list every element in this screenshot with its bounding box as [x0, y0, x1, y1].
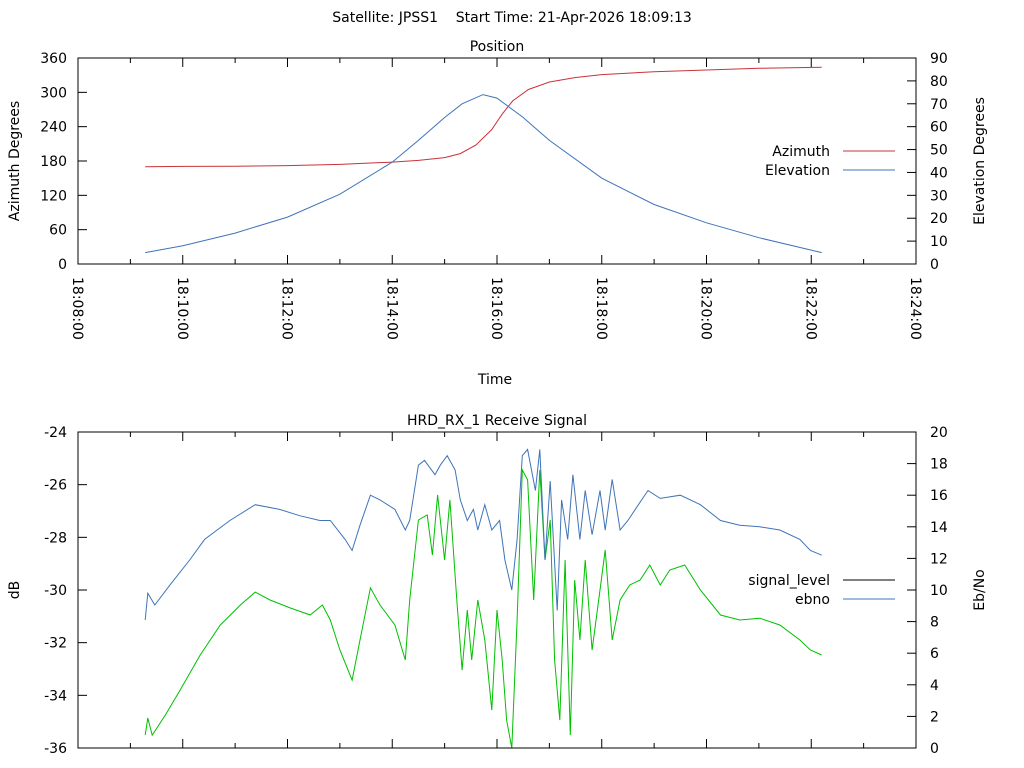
- position-plot: Position 18:08:00 18:10:00 18:12:00 18:14:00…: [7, 39, 988, 388]
- plot-frame: [77, 57, 917, 265]
- y2-tick-label: 80: [930, 74, 948, 90]
- x-tick-label: 18:10:00: [174, 277, 190, 340]
- y-tick-label: 240: [40, 120, 67, 136]
- x-tick-label: 18:22:00: [802, 277, 818, 340]
- legend-label: Elevation: [765, 163, 830, 179]
- x-tick-label: 18:08:00: [69, 277, 85, 340]
- y-axis-label: Azimuth Degrees: [7, 101, 23, 221]
- x-tick-label: 18:14:00: [383, 277, 399, 340]
- x-tick-label: 18:24:00: [907, 277, 923, 340]
- y2-tick-label: 14: [930, 520, 948, 536]
- y2-tick-label: 10: [930, 583, 948, 599]
- y2-tick-label: 16: [930, 488, 948, 504]
- receive-signal-plot: HRD_RX_1 Receive Signal -36 -34 -32 -30 -28 -2…: [7, 413, 988, 757]
- legend-label: Azimuth: [772, 144, 830, 160]
- y2-tick-label: 30: [930, 188, 948, 204]
- y-tick-label: -28: [44, 530, 67, 546]
- y2-tick-label: 2: [930, 709, 939, 725]
- main-title: Satellite: JPSS1 Start Time: 21-Apr-2026…: [332, 10, 692, 26]
- y2-axis-label: Eb/No: [972, 569, 988, 611]
- y-tick-label: -30: [44, 583, 67, 599]
- y-tick-label: 60: [49, 223, 67, 239]
- y2-tick-label: 10: [930, 234, 948, 250]
- x-axis-label: Time: [477, 372, 512, 388]
- x-tick-label: 18:20:00: [698, 277, 714, 340]
- legend-label: signal_level: [748, 573, 830, 589]
- y-tick-label: 360: [40, 51, 67, 67]
- y2-tick-label: 70: [930, 97, 948, 113]
- plot-title: HRD_RX_1 Receive Signal: [407, 413, 587, 429]
- series-line-signal-level: [144, 468, 822, 749]
- y-tick-label: -26: [44, 478, 67, 494]
- y2-tick-label: 12: [930, 551, 948, 567]
- y-axis-label: dB: [7, 581, 23, 600]
- y-tick-label: 0: [58, 257, 67, 273]
- y2-tick-label: 40: [930, 165, 948, 181]
- y2-tick-label: 18: [930, 457, 948, 473]
- y2-tick-label: 4: [930, 678, 939, 694]
- y-tick-label: 180: [40, 154, 67, 170]
- y2-axis-label: Elevation Degrees: [972, 97, 988, 225]
- y2-tick-label: 60: [930, 120, 948, 136]
- x-tick-label: 18:12:00: [279, 277, 295, 340]
- plot-title: Position: [470, 39, 525, 55]
- x-tick-label: 18:18:00: [593, 277, 609, 340]
- y2-tick-label: 90: [930, 51, 948, 67]
- y2-tick-label: 20: [930, 211, 948, 227]
- x-tick-label: 18:16:00: [488, 277, 504, 340]
- y-tick-label: -34: [44, 688, 67, 704]
- y2-tick-label: 50: [930, 143, 948, 159]
- series-line-ebno: [144, 448, 822, 621]
- plot-frame: [77, 431, 917, 749]
- series-line-azimuth: [145, 66, 822, 168]
- legend-label: ebno: [795, 592, 830, 608]
- y-tick-label: 300: [40, 85, 67, 101]
- y2-tick-label: 0: [930, 257, 939, 273]
- y2-tick-label: 0: [930, 741, 939, 757]
- y-tick-label: -32: [44, 636, 67, 652]
- series-line-elevation: [145, 94, 822, 254]
- y2-tick-label: 6: [930, 646, 939, 662]
- y2-tick-label: 20: [930, 425, 948, 441]
- y-tick-label: -24: [44, 425, 67, 441]
- y-tick-label: 120: [40, 188, 67, 204]
- y2-tick-label: 8: [930, 615, 939, 631]
- y-tick-label: -36: [44, 741, 67, 757]
